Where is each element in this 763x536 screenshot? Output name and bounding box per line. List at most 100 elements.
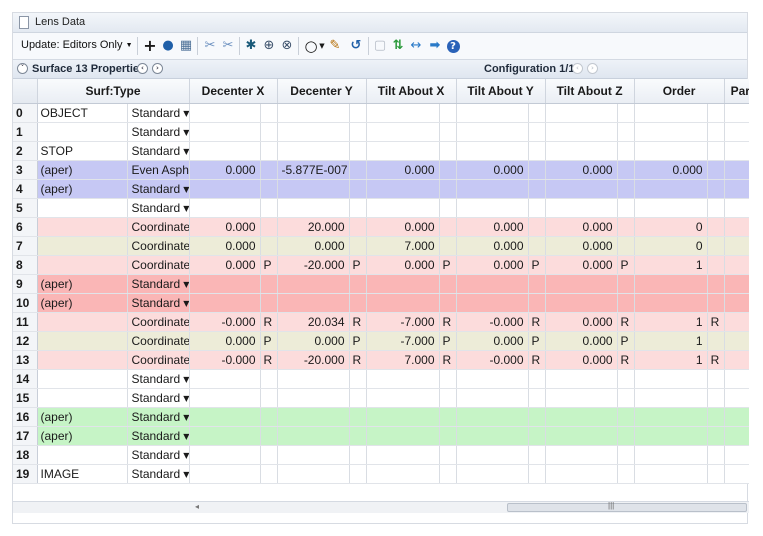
- tilt-z-cell[interactable]: 0.000: [545, 255, 618, 275]
- order-solve[interactable]: [707, 217, 725, 237]
- comment-cell[interactable]: (aper): [37, 426, 128, 446]
- tilt-y-solve[interactable]: [528, 103, 546, 123]
- tilt-x-cell[interactable]: 0.000: [366, 160, 440, 180]
- tilt-x-solve[interactable]: [439, 464, 457, 484]
- swap-icon[interactable]: ⇅: [392, 38, 404, 53]
- surface-type-cell[interactable]: Coordinate Break▼: [127, 217, 190, 237]
- tilt-y-solve[interactable]: R: [528, 350, 546, 370]
- tilt-y-solve[interactable]: P: [528, 255, 546, 275]
- surface-type-cell[interactable]: Standard ▼: [127, 426, 190, 446]
- par-cell[interactable]: [724, 388, 749, 408]
- comment-cell[interactable]: [37, 350, 128, 370]
- decenter-x-cell[interactable]: [189, 274, 261, 294]
- decenter-y-cell[interactable]: 20.034: [277, 312, 350, 332]
- order-solve[interactable]: [707, 255, 725, 275]
- tilt-x-cell[interactable]: [366, 274, 440, 294]
- par-cell[interactable]: [724, 331, 749, 351]
- table-row[interactable]: 18 Standard ▼: [13, 445, 749, 465]
- order-solve[interactable]: [707, 388, 725, 408]
- tilt-z-solve[interactable]: [617, 293, 635, 313]
- tilt-z-cell[interactable]: 0.000: [545, 217, 618, 237]
- order-cell[interactable]: 1: [634, 312, 708, 332]
- scissors-icon[interactable]: ✂: [204, 38, 216, 53]
- tilt-z-cell[interactable]: [545, 274, 618, 294]
- par-cell[interactable]: [724, 236, 749, 256]
- order-solve[interactable]: R: [707, 312, 725, 332]
- tilt-x-solve[interactable]: [439, 388, 457, 408]
- decenter-x-cell[interactable]: [189, 388, 261, 408]
- tilt-y-cell[interactable]: [456, 141, 529, 161]
- tilt-x-solve[interactable]: [439, 160, 457, 180]
- decenter-x-cell[interactable]: -0.000: [189, 312, 261, 332]
- order-cell[interactable]: [634, 445, 708, 465]
- decenter-x-solve[interactable]: R: [260, 350, 278, 370]
- par-cell[interactable]: [724, 122, 749, 142]
- surface-type-cell[interactable]: Coordinate Break▼: [127, 236, 190, 256]
- row-number[interactable]: 6: [13, 217, 38, 237]
- decenter-x-solve[interactable]: [260, 293, 278, 313]
- order-cell[interactable]: [634, 103, 708, 123]
- par-cell[interactable]: [724, 141, 749, 161]
- par-cell[interactable]: [724, 426, 749, 446]
- decenter-y-solve[interactable]: [349, 464, 367, 484]
- table-row[interactable]: 4 (aper) Standard ▼: [13, 179, 749, 199]
- chevron-down-icon[interactable]: ▼: [183, 375, 189, 384]
- decenter-y-solve[interactable]: [349, 388, 367, 408]
- decenter-y-cell[interactable]: [277, 369, 350, 389]
- par-cell[interactable]: [724, 293, 749, 313]
- tilt-x-cell[interactable]: [366, 464, 440, 484]
- decenter-x-cell[interactable]: [189, 426, 261, 446]
- tilt-x-cell[interactable]: [366, 198, 440, 218]
- grid-icon[interactable]: ▦: [179, 38, 193, 53]
- table-row[interactable]: 3(aper)Even Asphere▼0.000-5.877E-0070.00…: [13, 160, 749, 180]
- decenter-x-solve[interactable]: [260, 369, 278, 389]
- scissors-alt-icon[interactable]: ✂: [222, 38, 234, 53]
- tilt-z-solve[interactable]: [617, 217, 635, 237]
- row-number[interactable]: 3: [13, 160, 38, 180]
- tilt-x-cell[interactable]: [366, 103, 440, 123]
- comment-cell[interactable]: [37, 312, 128, 332]
- order-cell[interactable]: [634, 179, 708, 199]
- decenter-x-cell[interactable]: [189, 445, 261, 465]
- tilt-z-solve[interactable]: [617, 103, 635, 123]
- par-cell[interactable]: [724, 350, 749, 370]
- row-number[interactable]: 18: [13, 445, 38, 465]
- decenter-x-solve[interactable]: [260, 160, 278, 180]
- tilt-z-cell[interactable]: [545, 426, 618, 446]
- tilt-y-cell[interactable]: [456, 407, 529, 427]
- order-solve[interactable]: [707, 445, 725, 465]
- horizontal-scrollbar[interactable]: ◂ |||: [13, 501, 749, 513]
- decenter-y-solve[interactable]: [349, 407, 367, 427]
- tilt-y-solve[interactable]: [528, 217, 546, 237]
- decenter-x-solve[interactable]: [260, 274, 278, 294]
- par-cell[interactable]: [724, 217, 749, 237]
- tilt-z-cell[interactable]: 0.000: [545, 160, 618, 180]
- tilt-x-cell[interactable]: 7.000: [366, 350, 440, 370]
- chevron-down-icon[interactable]: ▼: [183, 432, 189, 441]
- decenter-x-solve[interactable]: [260, 179, 278, 199]
- comment-cell[interactable]: [37, 331, 128, 351]
- tilt-y-cell[interactable]: 0.000: [456, 255, 529, 275]
- table-row[interactable]: 16 (aper) Standard ▼: [13, 407, 749, 427]
- undo-icon[interactable]: ↺: [350, 38, 362, 53]
- tilt-z-solve[interactable]: P: [617, 255, 635, 275]
- tilt-z-solve[interactable]: [617, 426, 635, 446]
- surface-type-cell[interactable]: Standard ▼: [127, 388, 190, 408]
- comment-cell[interactable]: [37, 369, 128, 389]
- tilt-z-cell[interactable]: [545, 103, 618, 123]
- comment-cell[interactable]: (aper): [37, 407, 128, 427]
- tilt-y-solve[interactable]: [528, 179, 546, 199]
- tilt-x-cell[interactable]: 7.000: [366, 236, 440, 256]
- tilt-y-solve[interactable]: [528, 445, 546, 465]
- corner-header[interactable]: [13, 79, 38, 104]
- update-dropdown[interactable]: Update: Editors Only ▼: [21, 39, 133, 51]
- tilt-decenter-icon[interactable]: ⊕: [263, 38, 275, 53]
- order-solve[interactable]: [707, 274, 725, 294]
- tilt-y-solve[interactable]: [528, 293, 546, 313]
- order-cell[interactable]: 0: [634, 236, 708, 256]
- comment-cell[interactable]: [37, 198, 128, 218]
- row-number[interactable]: 5: [13, 198, 38, 218]
